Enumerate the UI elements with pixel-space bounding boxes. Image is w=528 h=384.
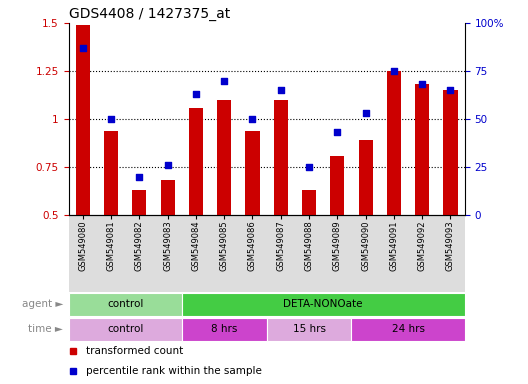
- Bar: [161, 180, 175, 215]
- Text: control: control: [107, 299, 144, 310]
- Point: [192, 91, 200, 97]
- Text: transformed count: transformed count: [87, 346, 184, 356]
- Text: agent ►: agent ►: [22, 299, 63, 310]
- Bar: [182, 318, 267, 341]
- Point: [220, 78, 229, 84]
- Bar: [210, 215, 238, 292]
- Bar: [352, 215, 380, 292]
- Bar: [217, 100, 231, 215]
- Point: [305, 164, 313, 170]
- Bar: [104, 131, 118, 215]
- Point: [107, 116, 115, 122]
- Bar: [267, 215, 295, 292]
- Text: 24 hrs: 24 hrs: [392, 324, 425, 334]
- Bar: [133, 190, 146, 215]
- Text: GDS4408 / 1427375_at: GDS4408 / 1427375_at: [69, 7, 230, 21]
- Bar: [415, 84, 429, 215]
- Bar: [295, 215, 323, 292]
- Bar: [323, 215, 352, 292]
- Bar: [274, 100, 288, 215]
- Point: [79, 45, 87, 51]
- Bar: [444, 90, 458, 215]
- Point: [277, 87, 285, 93]
- Text: 8 hrs: 8 hrs: [211, 324, 238, 334]
- Point: [390, 68, 398, 74]
- Bar: [380, 215, 408, 292]
- Bar: [238, 215, 267, 292]
- Bar: [267, 318, 352, 341]
- Bar: [69, 215, 97, 292]
- Text: control: control: [107, 324, 144, 334]
- Bar: [182, 293, 465, 316]
- Text: percentile rank within the sample: percentile rank within the sample: [87, 366, 262, 376]
- Point: [361, 110, 370, 116]
- Bar: [125, 215, 154, 292]
- Point: [164, 162, 172, 168]
- Point: [418, 81, 427, 88]
- Bar: [408, 215, 436, 292]
- Bar: [436, 215, 465, 292]
- Point: [333, 129, 342, 136]
- Point: [446, 87, 455, 93]
- Text: 15 hrs: 15 hrs: [293, 324, 326, 334]
- Text: time ►: time ►: [29, 324, 63, 334]
- Bar: [246, 131, 260, 215]
- Bar: [69, 293, 182, 316]
- Bar: [182, 215, 210, 292]
- Bar: [189, 108, 203, 215]
- Bar: [352, 318, 465, 341]
- Point: [135, 174, 144, 180]
- Bar: [69, 318, 182, 341]
- Bar: [154, 215, 182, 292]
- Bar: [359, 140, 373, 215]
- Point: [248, 116, 257, 122]
- Bar: [302, 190, 316, 215]
- Bar: [76, 25, 90, 215]
- Text: DETA-NONOate: DETA-NONOate: [284, 299, 363, 310]
- Bar: [97, 215, 125, 292]
- Bar: [331, 156, 344, 215]
- Bar: [387, 71, 401, 215]
